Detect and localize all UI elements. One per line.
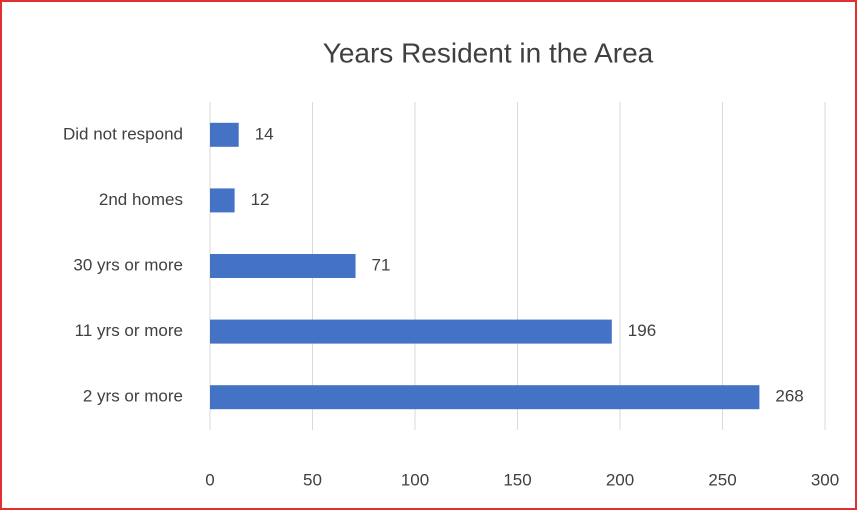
x-tick-label: 100 — [401, 470, 429, 489]
y-tick-label: Did not respond — [63, 124, 183, 143]
data-label: 196 — [628, 321, 656, 340]
bar — [210, 254, 356, 278]
data-label: 14 — [255, 124, 274, 143]
y-tick-label: 30 yrs or more — [73, 255, 183, 274]
bar — [210, 122, 239, 147]
x-tick-label: 150 — [503, 470, 531, 489]
y-tick-label: 2nd homes — [99, 190, 183, 209]
x-tick-label: 0 — [205, 470, 214, 489]
bar — [210, 319, 612, 344]
bar — [210, 385, 760, 410]
x-tick-label: 50 — [303, 470, 322, 489]
x-tick-label: 200 — [606, 470, 634, 489]
data-label: 12 — [251, 190, 270, 209]
chart-title: Years Resident in the Area — [323, 37, 654, 68]
x-tick-label: 300 — [811, 470, 839, 489]
x-tick-label: 250 — [708, 470, 736, 489]
bar — [210, 188, 235, 213]
y-tick-label: 2 yrs or more — [83, 387, 183, 406]
data-label: 268 — [775, 387, 803, 406]
y-tick-label: 11 yrs or more — [75, 321, 183, 340]
data-label: 71 — [372, 255, 391, 274]
